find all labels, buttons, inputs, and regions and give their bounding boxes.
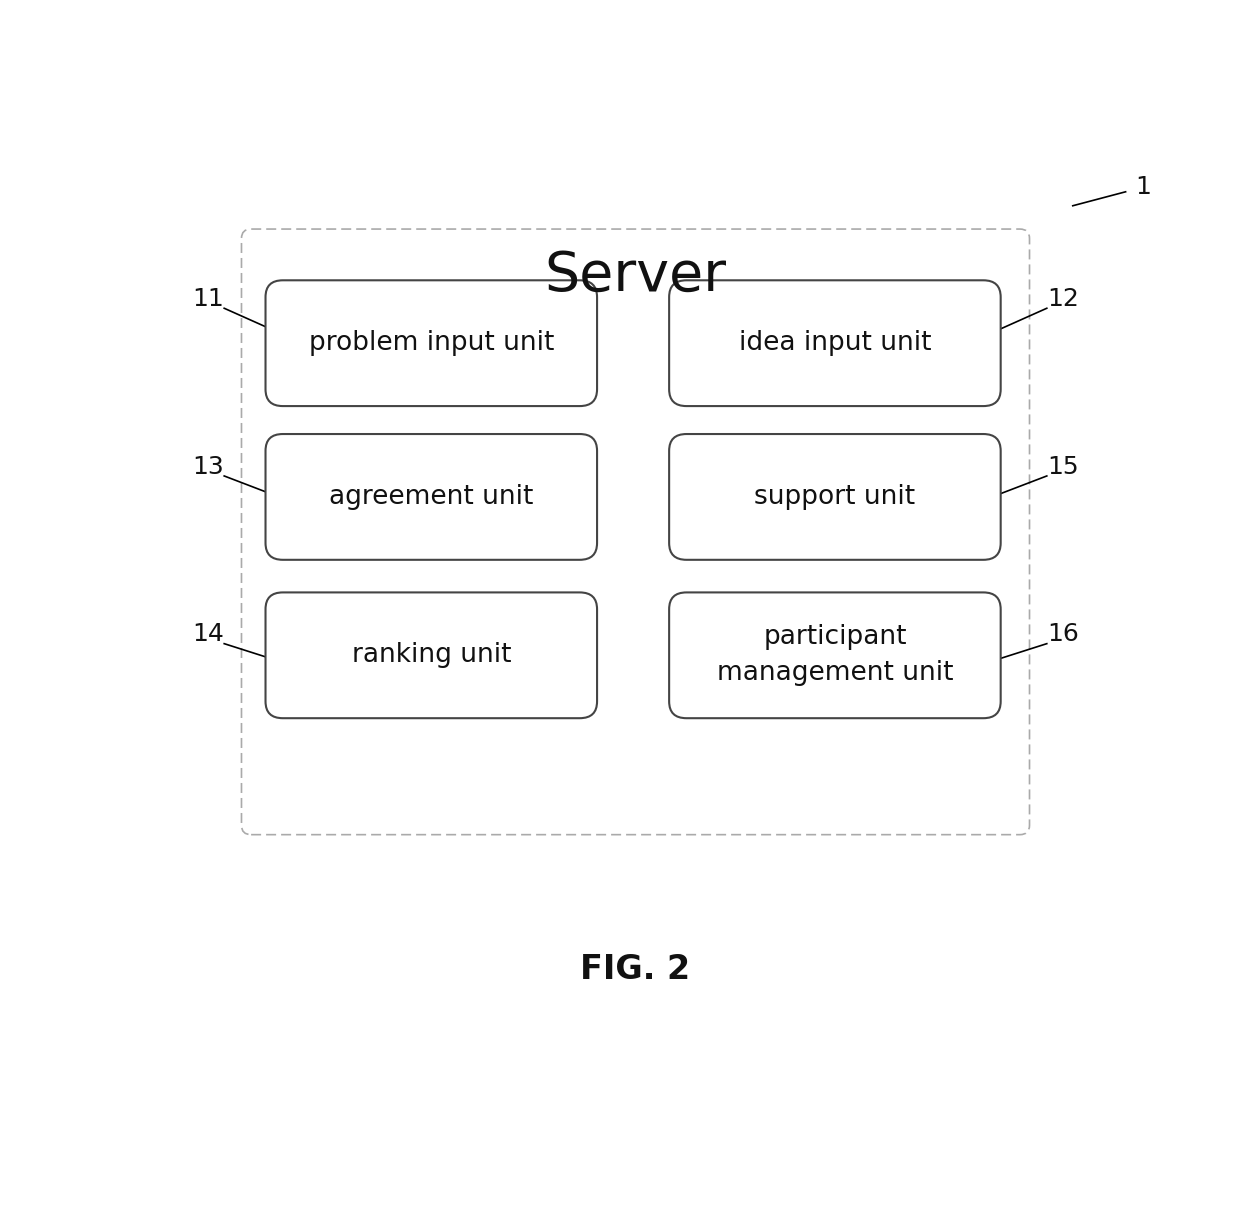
Text: 1: 1 (1136, 175, 1151, 200)
Text: 14: 14 (192, 622, 223, 646)
Text: idea input unit: idea input unit (739, 330, 931, 356)
FancyBboxPatch shape (265, 434, 596, 560)
Text: 11: 11 (192, 287, 223, 311)
Text: 12: 12 (1048, 287, 1079, 311)
Text: agreement unit: agreement unit (329, 484, 533, 509)
Text: 16: 16 (1048, 622, 1079, 646)
FancyBboxPatch shape (265, 593, 596, 719)
FancyBboxPatch shape (670, 434, 1001, 560)
Text: support unit: support unit (754, 484, 915, 509)
Text: 13: 13 (192, 455, 223, 479)
Text: 15: 15 (1048, 455, 1079, 479)
FancyBboxPatch shape (265, 281, 596, 407)
FancyBboxPatch shape (670, 593, 1001, 719)
Text: problem input unit: problem input unit (309, 330, 554, 356)
Text: FIG. 2: FIG. 2 (580, 953, 691, 986)
Text: Server: Server (544, 248, 727, 302)
Text: ranking unit: ranking unit (351, 643, 511, 668)
FancyBboxPatch shape (670, 281, 1001, 407)
Text: participant
management unit: participant management unit (717, 624, 954, 686)
FancyBboxPatch shape (242, 229, 1029, 835)
